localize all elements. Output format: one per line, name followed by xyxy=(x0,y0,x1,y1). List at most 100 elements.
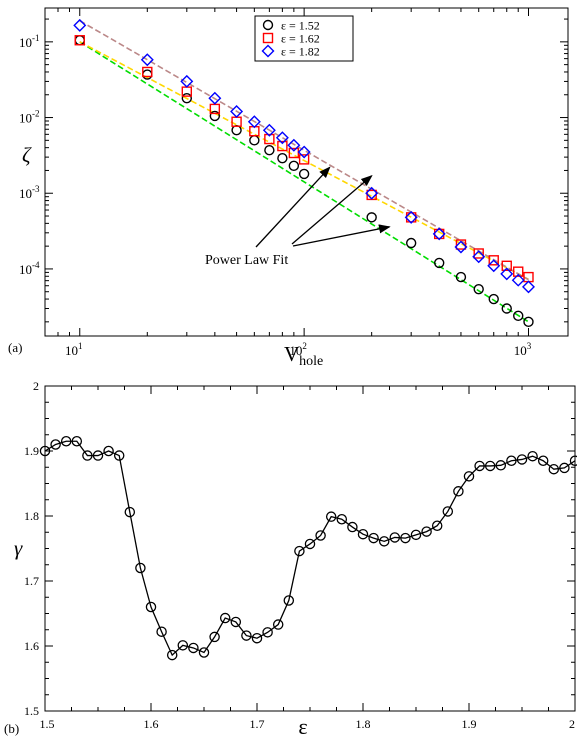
data-point-square xyxy=(455,239,467,250)
gamma-series-line xyxy=(44,440,576,657)
panel-a-xtick-label: 102 xyxy=(289,341,307,358)
gamma-data-point xyxy=(39,445,51,457)
legend-marker-square xyxy=(262,32,274,44)
gamma-data-point xyxy=(145,601,157,613)
gamma-data-point xyxy=(113,450,125,461)
panel-a-frame xyxy=(44,7,569,337)
data-point-diamond xyxy=(454,240,468,254)
gamma-data-point xyxy=(442,506,454,517)
panel-a-ytick-label: 10-4 xyxy=(19,260,40,277)
data-point-square xyxy=(142,66,153,78)
gamma-data-point xyxy=(569,455,577,466)
data-point-diamond xyxy=(275,131,289,145)
gamma-data-point xyxy=(241,630,252,641)
panel-b-label: (b) xyxy=(4,721,19,736)
data-point-circle xyxy=(288,160,300,172)
data-point-diamond xyxy=(230,105,244,119)
gamma-data-point xyxy=(495,460,507,471)
gamma-data-point xyxy=(368,532,379,544)
panel-a-ytick-label: 10-1 xyxy=(19,33,40,50)
data-point-diamond xyxy=(180,74,194,88)
annotation-arrow xyxy=(292,224,391,247)
gamma-data-point xyxy=(347,521,358,533)
data-point-diamond xyxy=(472,250,486,264)
data-point-circle xyxy=(231,125,242,136)
gamma-data-point xyxy=(262,627,273,638)
data-point-square xyxy=(488,255,499,266)
data-point-circle xyxy=(513,310,524,322)
data-point-diamond xyxy=(140,53,154,67)
gamma-data-point xyxy=(463,471,475,482)
gamma-data-point xyxy=(325,511,337,522)
panel-b-xlabel: ε xyxy=(298,714,307,737)
gamma-data-point xyxy=(527,450,538,462)
gamma-data-point xyxy=(219,612,231,624)
data-point-circle xyxy=(277,153,288,164)
gamma-data-point xyxy=(209,631,220,643)
gamma-data-point xyxy=(294,545,305,557)
gamma-data-point xyxy=(166,649,178,661)
gamma-data-point xyxy=(272,619,284,630)
panel-b-ytick-label: 2 xyxy=(33,379,39,393)
gamma-data-point xyxy=(336,514,348,525)
legend-marker-circle xyxy=(262,19,274,31)
gamma-data-point xyxy=(60,435,72,447)
gamma-data-point xyxy=(315,530,326,541)
data-point-diamond xyxy=(73,18,87,32)
data-point-diamond xyxy=(262,123,276,137)
gamma-data-point xyxy=(537,455,549,466)
panel-b-gamma: 1.5 1.6 1.7 1.8 1.9 2 1.5 1.6 1.7 1.8 1.9 2 (b) ε γ xyxy=(4,379,577,737)
panel-b-ytick-label: 1.7 xyxy=(24,574,39,588)
data-point-diamond xyxy=(247,115,261,129)
panel-a-xlabel: Vhole xyxy=(284,342,323,369)
panel-b-xtick-label: 2 xyxy=(569,717,575,731)
gamma-data-point xyxy=(474,460,485,472)
gamma-data-point xyxy=(548,463,560,475)
gamma-data-point xyxy=(135,562,146,574)
data-point-square xyxy=(473,248,484,259)
gamma-data-point xyxy=(389,532,401,543)
data-point-circle xyxy=(473,283,484,295)
data-point-square xyxy=(264,133,275,145)
panel-a-xtick-label: 103 xyxy=(514,341,532,358)
panel-b-ytick-label: 1.8 xyxy=(24,509,39,523)
gamma-data-point xyxy=(516,454,528,465)
gamma-data-point xyxy=(198,647,210,658)
panel-a-ytick-label: 10-3 xyxy=(19,184,40,201)
data-point-square xyxy=(231,116,242,127)
panel-b-xtick-label: 1.8 xyxy=(356,717,371,731)
panel-b-ytick-label: 1.5 xyxy=(24,704,39,718)
data-point-circle xyxy=(488,293,499,305)
panel-b-xtick-label: 1.9 xyxy=(462,717,477,731)
annotation-arrow xyxy=(255,166,331,248)
data-point-circle xyxy=(405,237,417,249)
data-point-square xyxy=(288,147,300,159)
panel-a-ytick-label: 10-2 xyxy=(19,109,40,126)
gamma-data-point xyxy=(188,642,199,654)
data-point-square xyxy=(513,266,524,277)
gamma-data-point xyxy=(484,460,496,472)
gamma-data-point xyxy=(421,526,432,537)
legend-label: ε = 1.82 xyxy=(281,45,320,59)
legend-label: ε = 1.62 xyxy=(281,32,320,46)
gamma-data-point xyxy=(304,538,316,550)
data-point-circle xyxy=(249,135,260,146)
gamma-data-point xyxy=(378,536,390,547)
data-point-diamond xyxy=(404,210,418,224)
gamma-data-point xyxy=(50,439,61,450)
data-point-diamond xyxy=(511,273,525,287)
data-point-diamond xyxy=(487,259,501,273)
legend-marker-diamond xyxy=(261,44,275,58)
gamma-data-point xyxy=(92,450,104,461)
data-point-square xyxy=(277,140,288,152)
gamma-data-point xyxy=(410,529,422,541)
gamma-data-point xyxy=(283,595,295,606)
data-point-circle xyxy=(181,93,193,104)
data-point-circle xyxy=(523,316,534,328)
data-point-square xyxy=(434,228,445,240)
gamma-data-point xyxy=(453,486,464,497)
data-point-circle xyxy=(74,35,85,46)
data-point-circle xyxy=(455,271,467,283)
data-point-circle xyxy=(264,145,275,156)
data-point-circle xyxy=(501,303,512,314)
